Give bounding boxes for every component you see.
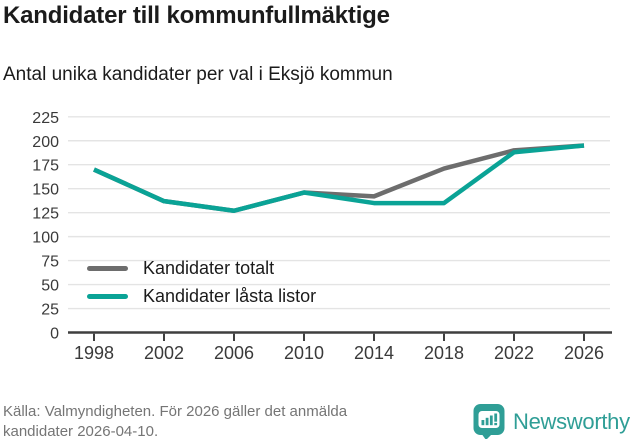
x-tick-label: 2014 xyxy=(354,343,394,363)
page-title: Kandidater till kommunfullmäktige xyxy=(3,2,390,29)
legend-label-lasta-listor: Kandidater låsta listor xyxy=(143,286,317,306)
legend-label-totalt: Kandidater totalt xyxy=(143,258,275,278)
y-tick-label: 100 xyxy=(32,230,59,247)
y-tick-label: 200 xyxy=(32,134,59,151)
newsworthy-logo-text: Newsworthy xyxy=(513,408,630,434)
legend-swatch-totalt xyxy=(87,266,128,271)
y-tick-label: 225 xyxy=(32,110,59,127)
newsworthy-logo-icon xyxy=(473,404,505,439)
newsworthy-logo: Newsworthy xyxy=(473,403,630,439)
x-tick-label: 1998 xyxy=(74,343,114,363)
y-tick-label: 125 xyxy=(32,206,59,223)
legend-swatch-lasta-listor xyxy=(87,294,128,299)
legend: Kandidater totalt Kandidater låsta listo… xyxy=(87,258,316,307)
legend-item-totalt: Kandidater totalt xyxy=(87,258,316,279)
x-tick-label: 2022 xyxy=(494,343,534,363)
source-line-1: Källa: Valmyndigheten. För 2026 gäller d… xyxy=(3,403,348,420)
y-tick-label: 75 xyxy=(41,254,59,271)
y-tick-label: 0 xyxy=(50,326,59,343)
y-tick-label: 150 xyxy=(32,182,59,199)
x-tick-label: 2018 xyxy=(424,343,464,363)
series-line xyxy=(93,143,585,213)
chart-subtitle: Antal unika kandidater per val i Eksjö k… xyxy=(3,64,393,85)
y-tick-label: 175 xyxy=(32,158,59,175)
source-note: Källa: Valmyndigheten. För 2026 gäller d… xyxy=(3,402,347,439)
x-tick-label: 2006 xyxy=(214,343,254,363)
y-tick-label: 25 xyxy=(41,302,59,319)
source-line-2: kandidater 2026-04-10. xyxy=(3,422,159,439)
x-tick-label: 2002 xyxy=(144,343,184,363)
y-tick-label: 50 xyxy=(41,278,59,295)
x-tick-label: 2010 xyxy=(284,343,324,363)
x-tick-label: 2026 xyxy=(564,343,604,363)
legend-item-lasta-listor: Kandidater låsta listor xyxy=(87,286,316,307)
